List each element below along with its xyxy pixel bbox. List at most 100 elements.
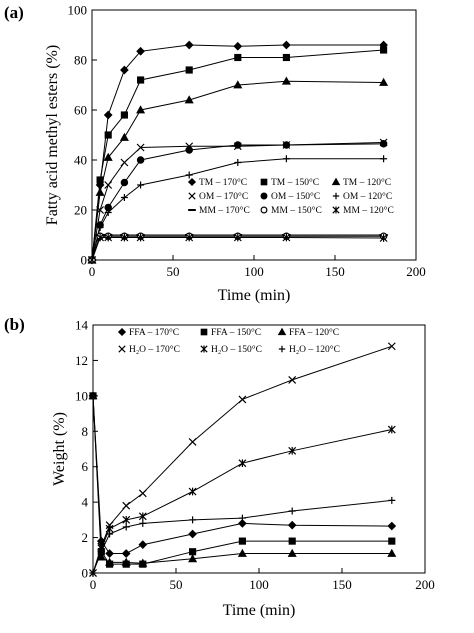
legend-marker-b-h2o-150-c bbox=[200, 345, 208, 353]
point-b-h2o-150-c-6 bbox=[238, 459, 247, 468]
point-a-om-170-c-2 bbox=[104, 181, 113, 189]
legend-label-a-om-170-c: OM – 170°C bbox=[199, 191, 248, 202]
panel-label-a: (a) bbox=[4, 3, 24, 22]
point-a-tm-120-c-6 bbox=[233, 80, 243, 89]
point-a-om-170-c-3 bbox=[120, 158, 129, 167]
y-tick-label-a-100: 100 bbox=[68, 3, 88, 18]
legend-label-b-ffa-150-c: FFA – 150°C bbox=[211, 327, 261, 338]
point-a-om-120-c-2 bbox=[104, 209, 112, 216]
legend-label-a-tm-120-c: TM – 120°C bbox=[343, 177, 391, 188]
point-a-om-120-c-1 bbox=[96, 224, 104, 231]
point-a-tm-150-c-4 bbox=[137, 76, 145, 84]
y-tick-label-b-2: 2 bbox=[82, 530, 89, 545]
point-b-ffa-120-c-2 bbox=[105, 557, 115, 566]
point-b-h2o-170-c-5 bbox=[188, 437, 197, 446]
point-b-ffa-120-c-6 bbox=[237, 548, 247, 557]
y-tick-label-a-60: 60 bbox=[74, 103, 87, 118]
y-tick-label-a-40: 40 bbox=[74, 153, 87, 168]
point-a-tm-170-c-6 bbox=[233, 41, 243, 51]
point-a-tm-120-c-4 bbox=[136, 105, 146, 114]
legend-marker-a-om-120-c bbox=[332, 192, 340, 200]
x-tick-label-a-200: 200 bbox=[406, 264, 426, 279]
legend-label-a-mm-120-c: MM – 120°C bbox=[343, 205, 394, 216]
point-a-om-120-c-5 bbox=[185, 171, 193, 179]
y-tick-label-b-8: 8 bbox=[82, 424, 89, 439]
legend-marker-a-mm-150-c bbox=[260, 206, 268, 214]
point-b-h2o-150-c-5 bbox=[188, 487, 197, 496]
series-b-h2o-120-c bbox=[89, 496, 396, 577]
point-a-om-150-c-5 bbox=[185, 146, 193, 154]
point-a-om-120-c-6 bbox=[234, 159, 242, 166]
legend-marker-b-h2o-170-c bbox=[118, 345, 126, 353]
point-b-ffa-120-c-4 bbox=[138, 558, 148, 567]
y-axis-label-b: Weight (%) bbox=[51, 412, 68, 486]
y-tick-label-b-6: 6 bbox=[82, 459, 89, 474]
point-a-om-120-c-3 bbox=[120, 194, 128, 201]
point-b-ffa-120-c-3 bbox=[121, 557, 131, 566]
x-tick-label-b-150: 150 bbox=[332, 577, 352, 592]
point-b-h2o-120-c-6 bbox=[238, 514, 246, 522]
point-a-om-170-c-4 bbox=[136, 143, 145, 152]
point-b-ffa-150-c-5 bbox=[189, 548, 197, 556]
series-a-tm-120-c bbox=[87, 76, 389, 264]
point-a-tm-120-c-3 bbox=[119, 132, 129, 141]
legend-marker-a-mm-120-c bbox=[332, 206, 340, 214]
point-b-h2o-170-c-4 bbox=[138, 489, 147, 498]
y-tick-label-b-0: 0 bbox=[82, 566, 89, 581]
point-b-h2o-120-c-2 bbox=[106, 530, 114, 538]
point-a-om-120-c-4 bbox=[137, 181, 145, 189]
point-a-mm-120-c-4 bbox=[136, 233, 145, 242]
y-axis-label-a: Fatty acid methyl esters (%) bbox=[44, 45, 61, 225]
series-line-b-h2o-120-c bbox=[92, 499, 392, 574]
x-tick-label-a-50: 50 bbox=[167, 264, 180, 279]
point-b-h2o-120-c-8 bbox=[388, 496, 396, 504]
point-b-ffa-150-c-6 bbox=[238, 537, 246, 545]
point-a-mm-120-c-1 bbox=[96, 233, 105, 242]
point-b-ffa-150-c-7 bbox=[288, 537, 296, 545]
point-a-tm-150-c-5 bbox=[185, 66, 193, 74]
point-a-mm-120-c-6 bbox=[233, 233, 242, 242]
point-a-mm-120-c-5 bbox=[185, 233, 194, 242]
legend-label-a-mm-150-c: MM – 150°C bbox=[271, 205, 322, 216]
x-tick-label-a-0: 0 bbox=[89, 264, 96, 279]
series-b bbox=[88, 342, 397, 577]
x-tick-label-b-0: 0 bbox=[90, 577, 97, 592]
legend-label-a-om-120-c: OM – 120°C bbox=[343, 191, 392, 202]
point-a-tm-120-c-8 bbox=[379, 77, 389, 86]
point-b-ffa-120-c-8 bbox=[387, 548, 397, 557]
point-b-ffa-170-c-3 bbox=[121, 549, 131, 558]
series-a-tm-170-c bbox=[87, 40, 388, 265]
ticks-b: 0 50 100 150 200 0 2 4 6 8 10 12 14 bbox=[75, 318, 435, 593]
legend-label-a-om-150-c: OM – 150°C bbox=[271, 191, 320, 202]
legend-label-a-mm-170-c: MM – 170°C bbox=[199, 205, 250, 216]
point-b-ffa-170-c-6 bbox=[238, 519, 247, 528]
point-a-tm-150-c-2 bbox=[104, 131, 112, 139]
point-a-tm-150-c-3 bbox=[120, 111, 128, 119]
point-a-tm-170-c-5 bbox=[184, 40, 194, 50]
point-b-ffa-170-c-7 bbox=[287, 520, 297, 530]
point-a-tm-170-c-7 bbox=[282, 40, 291, 50]
point-b-ffa-120-c-5 bbox=[188, 554, 198, 563]
point-a-tm-150-c-6 bbox=[234, 53, 242, 62]
point-b-ffa-170-c-4 bbox=[138, 540, 148, 550]
series-line-b-ffa-170-c bbox=[92, 395, 392, 554]
point-a-tm-170-c-4 bbox=[136, 46, 145, 56]
point-b-h2o-170-c-8 bbox=[387, 342, 396, 351]
point-a-mm-120-c-3 bbox=[120, 233, 129, 242]
point-b-h2o-120-c-3 bbox=[122, 523, 130, 531]
point-a-om-120-c-8 bbox=[380, 155, 388, 163]
plot-frame-b bbox=[92, 324, 426, 574]
point-a-om-150-c-8 bbox=[379, 140, 388, 148]
x-tick-label-a-100: 100 bbox=[244, 264, 264, 279]
point-b-h2o-120-c-0 bbox=[89, 569, 97, 577]
series-b-ffa-120-c bbox=[88, 391, 397, 567]
x-tick-label-a-150: 150 bbox=[325, 264, 345, 279]
point-b-h2o-150-c-7 bbox=[288, 446, 297, 455]
point-a-tm-150-c-8 bbox=[380, 46, 388, 54]
point-a-mm-120-c-0 bbox=[88, 256, 96, 264]
point-a-tm-150-c-7 bbox=[282, 53, 290, 62]
point-a-tm-120-c-1 bbox=[95, 187, 105, 196]
legend-label-a-tm-170-c: TM – 170°C bbox=[199, 177, 247, 188]
